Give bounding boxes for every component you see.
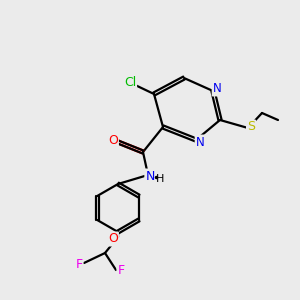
Text: O: O	[108, 232, 118, 245]
Text: N: N	[145, 169, 155, 182]
Text: F: F	[75, 257, 82, 271]
Text: N: N	[196, 136, 204, 148]
Text: S: S	[247, 121, 255, 134]
Text: H: H	[156, 174, 164, 184]
Text: Cl: Cl	[124, 76, 136, 89]
Text: F: F	[117, 265, 124, 278]
Text: N: N	[213, 82, 221, 95]
Text: O: O	[108, 134, 118, 148]
